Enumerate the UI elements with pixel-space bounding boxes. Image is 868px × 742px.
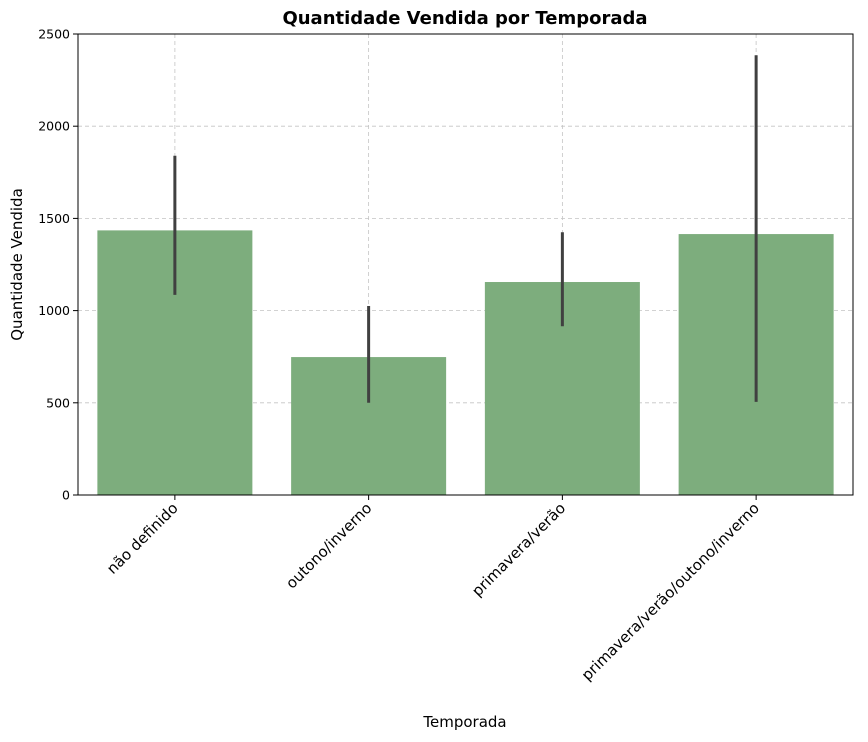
x-tick-label: não definido <box>103 499 182 578</box>
y-tick-label: 500 <box>46 395 70 410</box>
y-axis-label: Quantidade Vendida <box>8 188 26 341</box>
y-tick-label: 1000 <box>38 303 70 318</box>
x-axis: não definido outono/inverno primavera/verã… <box>103 495 763 684</box>
x-axis-label: Temporada <box>422 713 506 731</box>
y-tick-label: 0 <box>62 488 70 503</box>
x-tick-label: primavera/verão <box>468 499 569 600</box>
bars <box>97 230 834 496</box>
x-tick-label: primavera/verão/outono/inverno <box>578 499 763 684</box>
y-tick-label: 1500 <box>38 211 70 226</box>
y-axis: 0 500 1000 1500 2000 2500 <box>38 27 78 503</box>
error-bars <box>173 55 758 403</box>
chart-title: Quantidade Vendida por Temporada <box>282 8 647 29</box>
plot-frame <box>77 33 854 496</box>
x-tick-label: outono/inverno <box>282 499 375 592</box>
y-tick-label: 2500 <box>38 27 70 42</box>
y-tick-label: 2000 <box>38 119 70 134</box>
